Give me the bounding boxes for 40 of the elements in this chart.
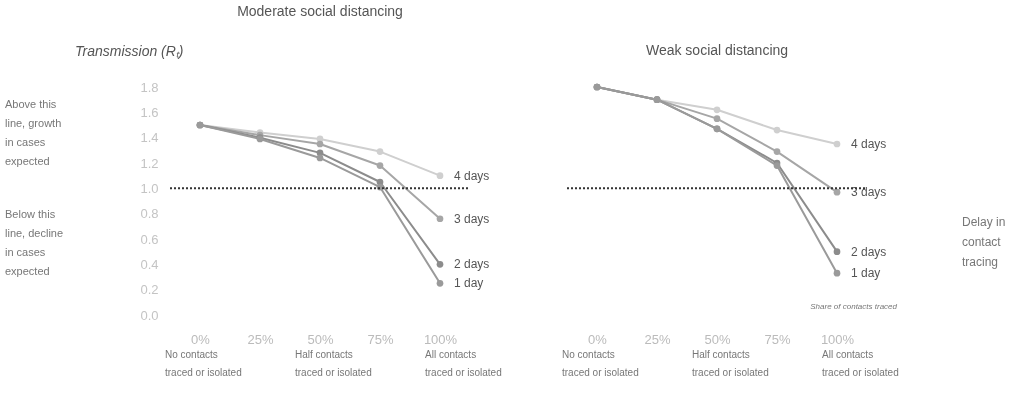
x-tick-label: 100% <box>820 331 855 347</box>
series-label: 2 days <box>454 257 490 272</box>
series-label: 1 day <box>454 276 484 291</box>
x-tick-label: 75% <box>764 331 791 347</box>
annotation: Share of contacts traced <box>810 302 898 311</box>
series-label: 1 day <box>851 266 881 281</box>
series-label: 2 days <box>851 244 887 259</box>
y-tick-label: 1.6 <box>140 104 159 120</box>
text: No contacts traced or isolated <box>165 349 242 378</box>
x-tick-label: 50% <box>704 331 731 347</box>
y-tick-label: 1.2 <box>140 155 159 171</box>
y-axis-title: Transmission (Rₜ) <box>75 43 184 59</box>
x-tick-label: 100% <box>423 331 458 347</box>
text: Below this line, decline in cases expected <box>5 208 64 277</box>
y-tick-label: 0.8 <box>140 206 159 222</box>
x-tick-label: 25% <box>247 331 274 347</box>
series-label: 4 days <box>454 168 490 183</box>
text: All contacts traced or isolated <box>822 349 899 378</box>
y-tick-label: 1.8 <box>140 79 159 95</box>
text: Half contacts traced or isolated <box>295 349 372 378</box>
text: Delay in contact tracing <box>962 215 1006 269</box>
x-tick-label: 75% <box>367 331 394 347</box>
x-tick-label: 0% <box>588 331 608 347</box>
text: All contacts traced or isolated <box>425 349 502 378</box>
y-tick-label: 0.6 <box>140 231 159 247</box>
x-tick-label: 50% <box>307 331 334 347</box>
x-tick-label: 0% <box>191 331 211 347</box>
x-tick-label: 25% <box>644 331 671 347</box>
series-label: 4 days <box>851 137 887 151</box>
y-tick-label: 0.0 <box>140 307 159 323</box>
y-tick-label: 1.4 <box>140 130 159 146</box>
text: No contacts traced or isolated <box>562 349 639 378</box>
series-label: 3 days <box>454 211 490 226</box>
text: Above this line, growth in cases expected <box>5 98 62 167</box>
chart-title: Weak social distancing <box>645 41 789 58</box>
y-tick-label: 0.4 <box>140 256 159 272</box>
text: Half contacts traced or isolated <box>692 349 769 378</box>
y-tick-label: 0.2 <box>140 282 159 298</box>
y-tick-label: 1.0 <box>140 180 159 196</box>
chart-title: Moderate social distancing <box>237 3 403 19</box>
